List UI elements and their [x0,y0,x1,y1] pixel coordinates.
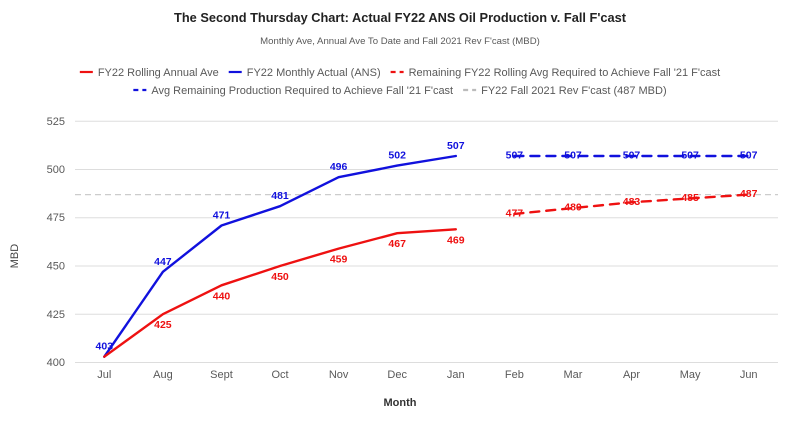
svg-text:Apr: Apr [623,369,640,381]
svg-text:481: 481 [271,190,289,202]
svg-text:Sept: Sept [210,369,233,381]
svg-text:485: 485 [681,192,699,204]
svg-text:450: 450 [47,261,65,273]
svg-text:May: May [680,369,701,381]
svg-text:480: 480 [564,202,582,214]
svg-text:Jul: Jul [97,369,111,381]
svg-text:502: 502 [388,150,406,162]
svg-text:Jan: Jan [447,369,465,381]
svg-text:507: 507 [681,150,699,162]
svg-text:507: 507 [506,150,524,162]
svg-text:Aug: Aug [153,369,173,381]
svg-text:Nov: Nov [329,369,349,381]
svg-text:400: 400 [47,357,65,369]
svg-text:525: 525 [47,116,65,128]
svg-text:507: 507 [447,140,465,152]
svg-text:467: 467 [388,238,406,250]
svg-text:425: 425 [47,309,65,321]
svg-text:471: 471 [213,210,231,222]
svg-text:450: 450 [271,271,289,283]
svg-text:507: 507 [740,150,758,162]
svg-text:500: 500 [47,164,65,176]
svg-text:425: 425 [154,319,172,331]
svg-text:Oct: Oct [271,369,288,381]
svg-text:507: 507 [623,150,641,162]
svg-text:483: 483 [623,196,641,208]
svg-text:507: 507 [564,150,582,162]
svg-text:440: 440 [213,290,231,302]
svg-text:447: 447 [154,256,172,268]
svg-text:403: 403 [96,341,114,353]
svg-text:477: 477 [506,207,524,219]
svg-text:Dec: Dec [387,369,407,381]
svg-text:459: 459 [330,254,348,266]
svg-text:Jun: Jun [740,369,758,381]
svg-text:496: 496 [330,161,348,173]
svg-text:487: 487 [740,188,758,200]
svg-text:Mar: Mar [564,369,583,381]
svg-text:469: 469 [447,234,465,246]
svg-text:475: 475 [47,212,65,224]
svg-text:Feb: Feb [505,369,524,381]
